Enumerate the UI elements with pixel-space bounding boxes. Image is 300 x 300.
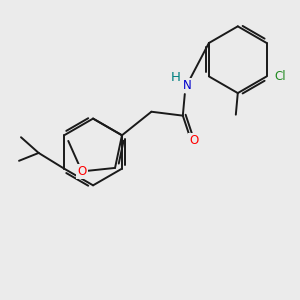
Text: Cl: Cl [274,70,286,83]
Text: N: N [182,79,191,92]
Text: O: O [189,134,198,147]
Text: H: H [171,71,181,84]
Text: O: O [77,165,86,178]
